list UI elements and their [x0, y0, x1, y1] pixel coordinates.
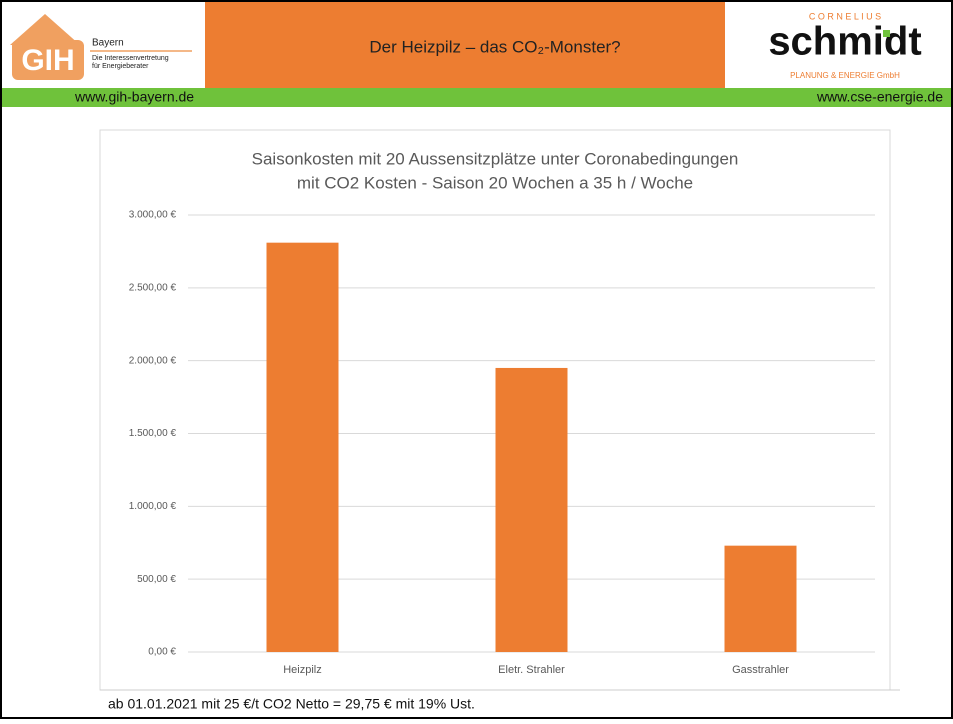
header-band — [205, 2, 725, 88]
x-tick-label: Eletr. Strahler — [498, 664, 565, 676]
y-tick-label: 1.000,00 € — [129, 501, 177, 512]
y-tick-label: 2.000,00 € — [129, 355, 177, 366]
logo2-bottom: PLANUNG & ENERGIE GmbH — [790, 71, 900, 80]
chart-title-line: mit CO2 Kosten - Saison 20 Wochen a 35 h… — [297, 173, 693, 192]
y-tick-label: 500,00 € — [137, 574, 176, 585]
logo-roof — [10, 14, 80, 45]
logo2-top: C O R N E L I U S — [809, 11, 881, 21]
y-tick-label: 2.500,00 € — [129, 282, 177, 293]
left-url: www.gih-bayern.de — [74, 89, 194, 105]
bar — [724, 545, 797, 652]
bar — [266, 242, 339, 652]
x-tick-label: Heizpilz — [283, 664, 322, 676]
y-tick-label: 0,00 € — [148, 647, 176, 658]
logo-region: Bayern — [92, 38, 124, 49]
right-url: www.cse-energie.de — [816, 89, 943, 105]
x-tick-label: Gasstrahler — [732, 664, 789, 676]
footer-note: ab 01.01.2021 mit 25 €/t CO2 Netto = 29,… — [108, 696, 475, 712]
logo-box — [12, 40, 84, 80]
logo2-dot — [883, 30, 890, 37]
y-tick-label: 3.000,00 € — [129, 210, 177, 221]
logo-line1: Die Interessenvertretung — [92, 55, 169, 62]
url-strip — [2, 88, 951, 107]
chart-title-line: Saisonkosten mit 20 Aussensitzplätze unt… — [252, 149, 739, 168]
logo2-name: schmidt — [768, 20, 921, 64]
header-title: Der Heizpilz – das CO₂-Monster? — [369, 37, 620, 56]
y-tick-label: 1.500,00 € — [129, 428, 177, 439]
bar — [495, 367, 568, 652]
logo-line2: für Energieberater — [92, 63, 149, 70]
logo-mark: GIH — [21, 44, 74, 77]
